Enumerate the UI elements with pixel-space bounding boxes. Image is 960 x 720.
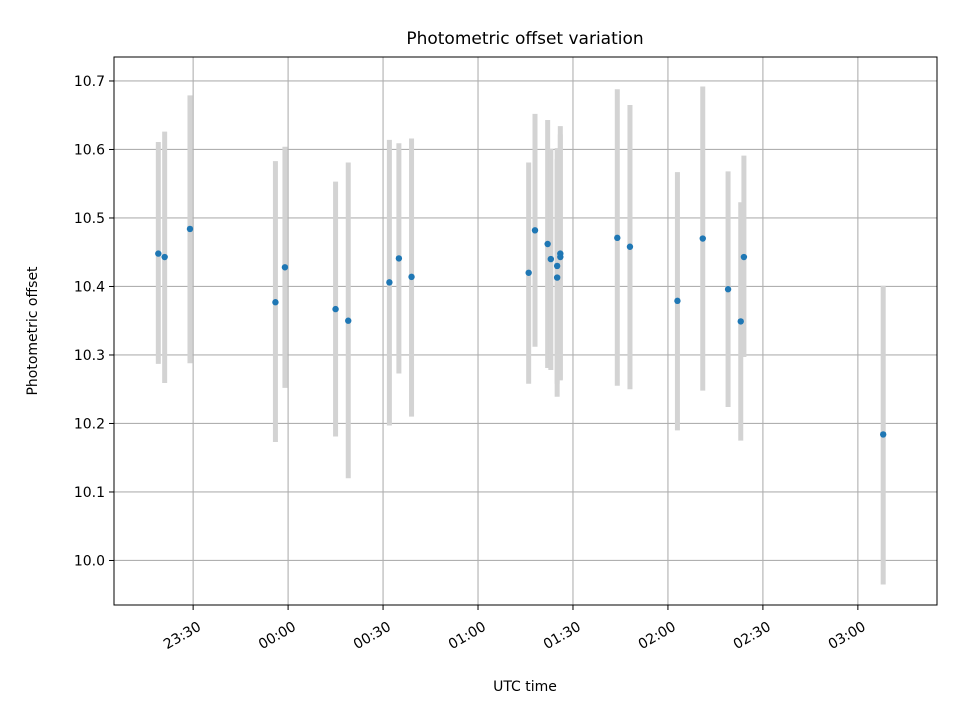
y-axis: 10.0 10.1 10.2 10.3 10.4 10.5 10.6 10.7 [74, 74, 114, 569]
data-point [737, 318, 744, 325]
y-tick-label: 10.0 [74, 553, 105, 569]
data-point [740, 253, 748, 261]
data-point [626, 243, 634, 250]
data-point [155, 250, 162, 257]
gridlines [114, 57, 937, 605]
data-point [553, 274, 561, 281]
data-points [155, 225, 887, 438]
data-point [345, 317, 352, 324]
y-tick-label: 10.4 [74, 279, 105, 295]
axes-frame [113, 56, 938, 606]
y-tick-label: 10.3 [74, 348, 105, 364]
chart-title: Photometric offset variation [406, 29, 643, 49]
data-point [724, 286, 732, 293]
data-point [395, 255, 403, 262]
data-point [281, 264, 289, 271]
data-point [544, 240, 551, 248]
y-tick-label: 10.2 [74, 416, 105, 432]
y-axis-label: Photometric offset [25, 266, 41, 396]
y-tick-label: 10.6 [74, 142, 105, 158]
y-tick-label: 10.1 [74, 485, 105, 501]
data-point [553, 262, 561, 270]
plot-area [113, 56, 938, 606]
data-point [614, 234, 621, 242]
data-point [525, 269, 532, 276]
data-point [332, 305, 339, 313]
data-point [408, 273, 415, 281]
axes-background [114, 57, 937, 605]
y-tick-label: 10.5 [74, 211, 105, 227]
data-point [699, 235, 706, 242]
y-tick-label: 10.7 [74, 74, 105, 90]
data-point [674, 297, 681, 305]
data-point [272, 299, 279, 306]
data-point [557, 250, 564, 257]
data-point [186, 225, 194, 233]
data-point [547, 255, 555, 263]
data-point [161, 253, 168, 261]
data-point [386, 279, 393, 286]
data-point [531, 227, 539, 234]
data-point [879, 431, 887, 438]
x-axis-label: UTC time [493, 679, 557, 695]
